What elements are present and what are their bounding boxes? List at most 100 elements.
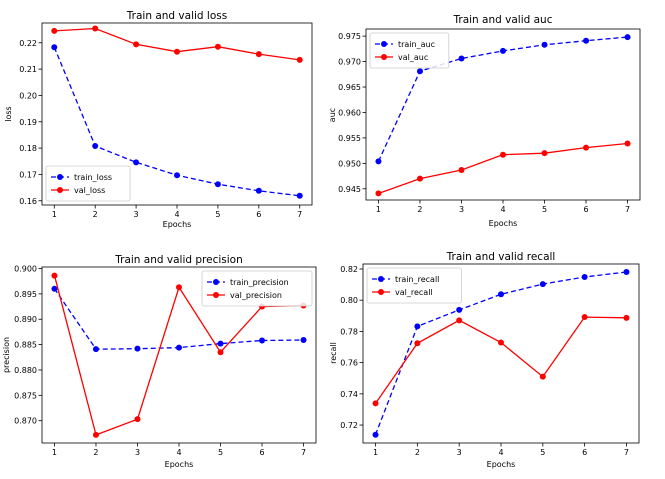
legend-label: train_precision (230, 278, 289, 287)
data-point-val_precision (217, 349, 224, 356)
data-point-train_loss (92, 143, 99, 150)
y-axis-label: auc (328, 108, 337, 122)
data-point-val_auc (458, 166, 465, 173)
data-point-val_auc (541, 150, 548, 157)
x-tick-label: 2 (417, 205, 422, 214)
data-point-val_loss (92, 25, 99, 32)
chart-recall: Train and valid recall Epochs recall 1 2 3… (329, 251, 640, 469)
data-point-val_recall (623, 314, 630, 321)
data-point-val_precision (92, 431, 99, 438)
legend-box (366, 267, 462, 304)
legend-label: train_recall (395, 275, 439, 284)
legend-box (201, 270, 313, 307)
chart-title: Train and valid auc (453, 14, 553, 26)
legend-marker (381, 54, 387, 60)
legend-label: val_recall (395, 288, 433, 297)
data-point-train_recall (414, 323, 421, 330)
data-point-train_precision (51, 285, 58, 292)
x-tick-label: 1 (373, 448, 378, 457)
y-tick-label: 0.76 (340, 359, 358, 368)
data-point-train_recall (372, 431, 379, 438)
x-axis-label: Epochs (163, 220, 192, 229)
data-point-train_loss (255, 187, 262, 194)
legend-marker (57, 187, 63, 193)
x-tick-label: 6 (256, 210, 261, 219)
x-tick-label: 4 (174, 210, 179, 219)
x-tick-label: 5 (542, 205, 547, 214)
y-tick-label: 0.82 (340, 265, 358, 274)
x-tick-label: 4 (498, 448, 503, 457)
x-tick-label: 3 (457, 448, 462, 457)
y-tick-label: 0.950 (338, 159, 361, 168)
data-point-val_loss (133, 41, 140, 48)
y-tick-label: 0.965 (338, 83, 361, 92)
y-tick-label: 0.78 (340, 327, 358, 336)
data-point-val_loss (296, 56, 303, 63)
legend-marker (213, 292, 219, 298)
y-tick-label: 0.880 (14, 366, 37, 375)
legend-marker (378, 289, 384, 295)
data-point-train_loss (214, 181, 221, 188)
series-line-val_auc (378, 142, 628, 195)
data-point-train_auc (375, 158, 382, 165)
data-point-train_auc (541, 41, 548, 48)
data-point-train_loss (133, 159, 140, 166)
y-tick-label: 0.74 (340, 390, 358, 399)
data-point-val_auc (583, 144, 590, 151)
x-tick-label: 6 (583, 205, 588, 214)
legend-label: val_loss (74, 186, 105, 195)
x-tick-label: 3 (135, 448, 140, 457)
data-point-val_auc (500, 151, 506, 158)
y-tick-label: 0.17 (19, 170, 37, 179)
data-point-train_precision (259, 337, 266, 344)
y-tick-label: 0.16 (19, 197, 37, 206)
legend-label: val_precision (230, 291, 282, 300)
series-line-val_recall (374, 316, 627, 404)
data-point-val_precision (51, 272, 58, 279)
y-tick-label: 0.885 (14, 341, 37, 350)
legend-marker (381, 41, 387, 47)
x-axis-label: Epochs (489, 219, 518, 228)
data-point-val_precision (134, 416, 141, 423)
x-tick-label: 4 (500, 205, 505, 214)
data-point-train_recall (498, 291, 504, 298)
y-tick-label: 0.22 (19, 39, 37, 48)
chart-auc: Train and valid auc Epochs auc 1 2 3 4 5 6 7 0.… (328, 14, 641, 228)
y-tick-label: 0.890 (14, 315, 37, 324)
data-point-train_loss (174, 172, 180, 179)
legend: train_precision val_precision (201, 270, 313, 307)
legend: train_auc val_auc (369, 32, 450, 69)
data-point-val_auc (624, 140, 631, 147)
y-tick-label: 0.945 (338, 185, 361, 194)
x-tick-label: 6 (259, 448, 264, 457)
x-tick-label: 5 (215, 210, 220, 219)
data-point-train_precision (176, 344, 182, 351)
y-tick-label: 0.20 (19, 91, 37, 100)
legend-marker (213, 279, 219, 285)
y-tick-label: 0.19 (19, 118, 37, 127)
x-tick-label: 1 (376, 205, 381, 214)
legend: train_loss val_loss (45, 165, 131, 202)
data-point-train_recall (623, 268, 630, 275)
data-point-val_recall (456, 317, 463, 324)
legend-box (45, 165, 131, 202)
y-tick-label: 0.970 (338, 58, 361, 67)
data-point-train_auc (500, 47, 506, 54)
data-point-train_precision (92, 346, 99, 353)
data-point-train_precision (134, 345, 141, 352)
x-tick-label: 7 (297, 210, 302, 219)
x-tick-label: 2 (415, 448, 420, 457)
legend-marker (378, 276, 384, 282)
data-point-train_precision (300, 337, 307, 344)
y-tick-label: 0.875 (14, 391, 37, 400)
data-point-train_auc (458, 55, 465, 62)
y-axis-label: recall (329, 342, 338, 364)
chart-precision: Train and valid precision Epochs precisi… (2, 254, 317, 469)
data-point-train_recall (456, 306, 463, 313)
x-tick-label: 3 (134, 210, 139, 219)
data-point-train_loss (296, 192, 303, 199)
x-tick-label: 7 (301, 448, 306, 457)
x-axis-label: Epochs (487, 460, 516, 469)
data-point-val_recall (414, 340, 421, 347)
